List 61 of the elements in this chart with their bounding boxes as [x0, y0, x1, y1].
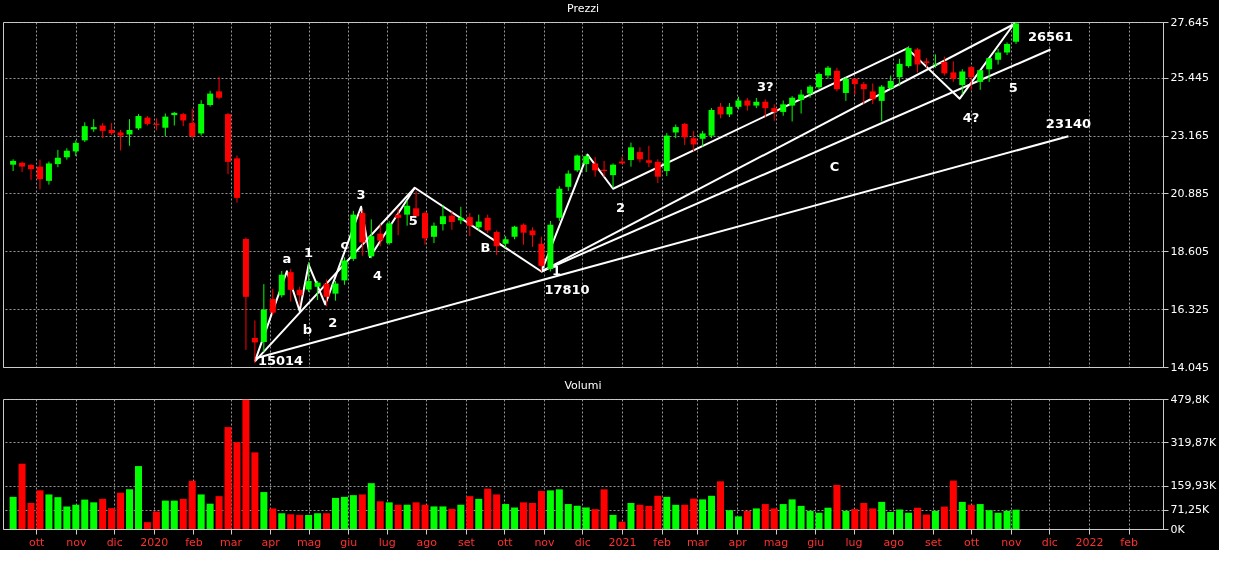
annotation: 23140	[1045, 116, 1092, 132]
x-tick-label: feb	[185, 535, 203, 549]
x-tick-label: feb	[1120, 535, 1138, 549]
x-tick-label: set	[458, 535, 476, 549]
annotation: 3	[356, 186, 366, 202]
y-tick-label: 25.445	[1170, 71, 1209, 85]
x-tick-label: set	[924, 535, 943, 549]
y-tick-label: 16.325	[1170, 302, 1209, 316]
x-tick-label: dic	[574, 535, 591, 549]
x-tick-label: giu	[807, 535, 825, 549]
annotation: 4?	[962, 109, 980, 125]
x-tick-label: giu	[340, 535, 358, 549]
annotation: C	[829, 158, 840, 174]
x-tick-label: lug	[845, 535, 863, 549]
x-tick-label: dic	[1041, 535, 1058, 549]
x-tick-label: nov	[66, 535, 87, 549]
y-tick-label: 18.605	[1170, 244, 1209, 258]
chart-title: Prezzi	[566, 2, 600, 15]
y-tick-label: 27.645	[1170, 15, 1209, 29]
x-tick-label: mar	[220, 535, 243, 549]
y-tick-label: 71,25K	[1170, 503, 1210, 517]
chart-title: Volumi	[564, 379, 602, 392]
x-tick-label: mar	[687, 535, 710, 549]
y-tick-label: 23.165	[1170, 129, 1209, 143]
x-tick-label: nov	[534, 535, 556, 549]
x-tick-label: 2022	[1075, 535, 1104, 549]
x-tick-label: ott	[497, 535, 514, 549]
annotation: a	[282, 251, 292, 267]
y-tick-label: 319,87K	[1170, 435, 1217, 449]
x-tick-label: ott	[28, 535, 46, 549]
x-tick-label: feb	[653, 535, 671, 549]
annotation: B	[480, 240, 491, 256]
annotation: 5	[408, 212, 418, 228]
x-tick-label: lug	[378, 535, 396, 549]
y-tick-label: 159,93K	[1170, 479, 1217, 493]
annotation: 2	[616, 199, 626, 215]
x-tick-label: ago	[416, 535, 438, 549]
x-tick-label: ago	[883, 535, 905, 549]
annotation: 15014	[257, 353, 304, 369]
annotation: 26561	[1027, 29, 1074, 45]
y-tick-label: 20.885	[1170, 186, 1209, 200]
y-tick-label: 0K	[1170, 522, 1186, 536]
x-tick-label: ott	[964, 535, 981, 549]
x-tick-label: 2021	[608, 535, 637, 549]
x-tick-label: mag	[763, 535, 789, 549]
x-tick-label: dic	[106, 535, 123, 549]
x-tick-label: nov	[1001, 535, 1022, 549]
x-tick-label: apr	[261, 535, 281, 549]
annotation: 1	[552, 263, 562, 279]
x-tick-label: apr	[728, 535, 748, 549]
annotation: 2	[328, 315, 338, 331]
y-tick-label: 479,8K	[1170, 392, 1210, 406]
x-tick-label: 2020	[140, 535, 169, 549]
annotation: 3?	[756, 79, 774, 95]
x-tick-label: mag	[296, 535, 322, 549]
annotation: 4	[373, 268, 383, 284]
annotation: 17810	[544, 282, 590, 298]
y-tick-label: 14.045	[1170, 360, 1209, 374]
annotation: 5	[1008, 80, 1018, 96]
annotation: b	[302, 322, 312, 338]
annotation: 1	[304, 244, 314, 260]
